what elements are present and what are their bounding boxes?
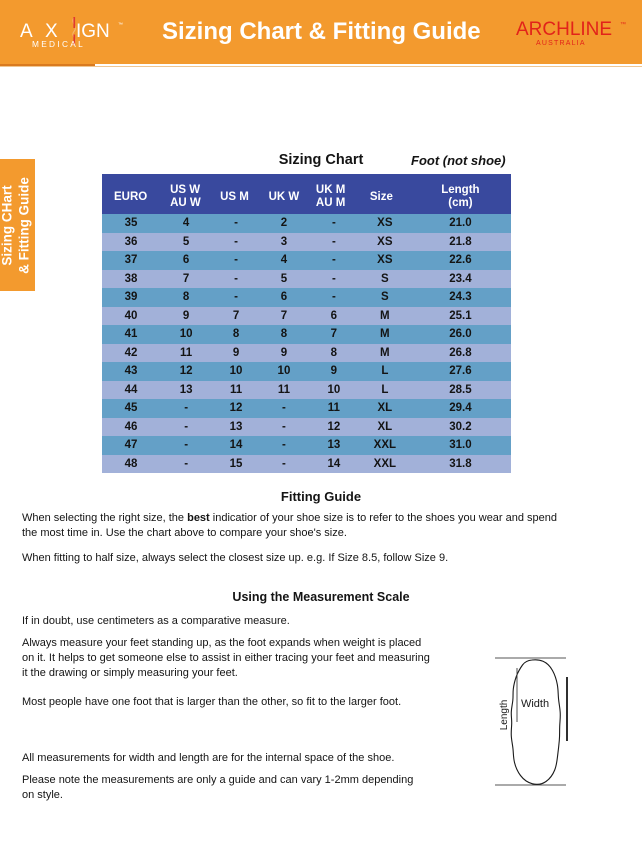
svg-text:™: ™	[620, 21, 626, 28]
svg-text:AUSTRALIA: AUSTRALIA	[536, 40, 586, 47]
svg-text:ARCHLINE: ARCHLINE	[516, 19, 612, 40]
svg-text:Length: Length	[499, 700, 510, 731]
svg-text:Width: Width	[521, 698, 549, 710]
svg-text:MEDICAL: MEDICAL	[32, 39, 85, 49]
svg-text:™: ™	[118, 22, 123, 28]
